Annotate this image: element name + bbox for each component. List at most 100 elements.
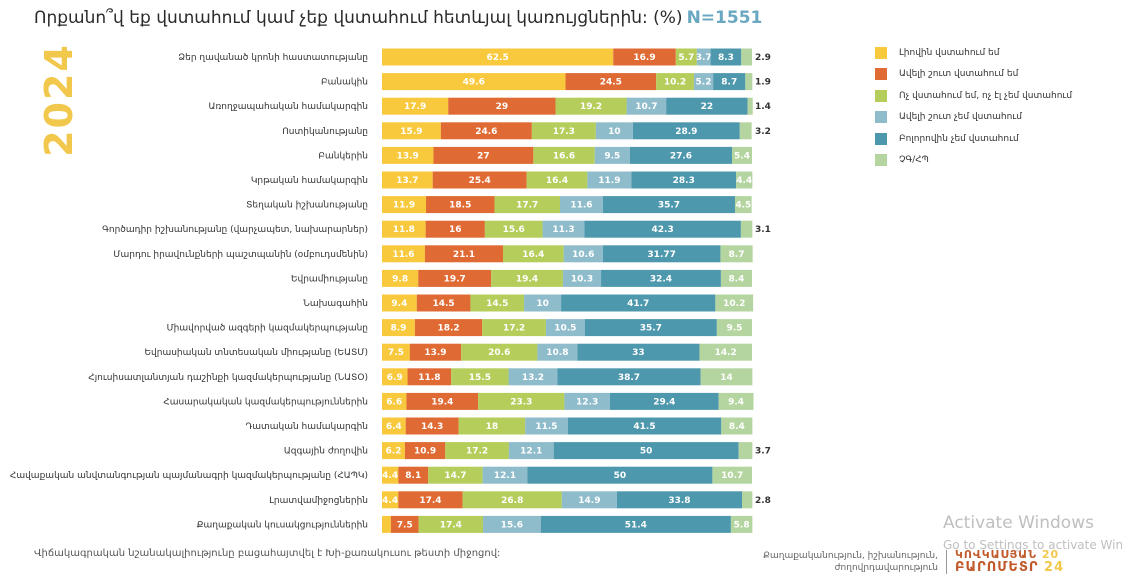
legend-swatch xyxy=(875,89,887,102)
data-label: 8.3 xyxy=(718,53,734,63)
data-label: 5.7 xyxy=(678,53,694,63)
data-label: 10.7 xyxy=(721,471,743,481)
data-label: 8.7 xyxy=(729,250,745,260)
category-label: Կրթական համակարգին xyxy=(251,176,368,186)
data-label: 28.3 xyxy=(673,176,695,186)
data-label: 10.2 xyxy=(664,78,686,88)
bar-segment xyxy=(382,491,399,509)
bar-segment xyxy=(382,294,417,312)
bar-segment xyxy=(632,122,740,140)
bar-segment xyxy=(508,442,554,460)
category-label: Հավաքական անվտանգության պայմանագրի կազմա… xyxy=(10,471,368,481)
data-label: 18.2 xyxy=(437,324,459,334)
category-label: Միավորված ազգերի կազմակերպությանը xyxy=(167,324,368,334)
data-label: 18.5 xyxy=(449,201,471,211)
legend-label: Ոչ վստահում եմ, ոչ էլ չեմ վստահում xyxy=(899,90,1073,101)
bar-segment xyxy=(382,417,406,435)
data-label: 24.5 xyxy=(600,78,622,88)
bar-segment xyxy=(382,466,399,484)
bar-segment xyxy=(720,245,753,263)
bar-segment xyxy=(382,97,449,115)
data-label: 15.6 xyxy=(503,225,525,235)
brand-logo: ԿՈՎԿԱՍՅԱՆ 20 ԲԱՐՈՄԵՏՐ 24 xyxy=(955,548,1064,574)
category-label: Ձեր ղավանած կրոնի հաստատությանը xyxy=(178,53,368,63)
data-label: 15.5 xyxy=(469,373,491,383)
data-label: 26.8 xyxy=(501,496,523,506)
data-label: 10 xyxy=(608,127,621,137)
bar-segment xyxy=(404,442,446,460)
bar-segment xyxy=(718,392,754,410)
bar-segment xyxy=(526,171,588,189)
data-label: 14.3 xyxy=(421,422,443,432)
data-label: 16.9 xyxy=(633,53,655,63)
bar-segment xyxy=(418,269,492,287)
bar-segment xyxy=(524,294,562,312)
data-label: 27 xyxy=(477,151,490,161)
data-label: 6.9 xyxy=(387,373,403,383)
data-label: 2.9 xyxy=(755,53,771,63)
bar-segment xyxy=(448,97,556,115)
data-label: 31.77 xyxy=(647,250,675,260)
chart-title: Որքանո՞վ եք վստահում կամ չեք վստահում հե… xyxy=(34,8,763,28)
bar-segment xyxy=(561,491,617,509)
bar-segment xyxy=(382,48,614,66)
data-label: 3.7 xyxy=(696,53,712,63)
data-label: 4.4 xyxy=(382,471,398,481)
data-label: 12.3 xyxy=(576,397,598,407)
legend-label: Բոլորովին չեմ վստահում xyxy=(899,133,1019,144)
bar-segment xyxy=(398,491,463,509)
bar-segment xyxy=(699,343,752,361)
bar-segment xyxy=(382,220,426,238)
data-label: 21.1 xyxy=(453,250,475,260)
data-label: 14.5 xyxy=(486,299,508,309)
data-label: 2.8 xyxy=(755,496,771,506)
footer-note: Վիճակագրական նշանակալիությունը բացահայտվ… xyxy=(34,548,501,559)
bar-segment xyxy=(398,466,429,484)
bar-segment xyxy=(494,196,560,214)
data-label: 8.1 xyxy=(405,471,421,481)
bar-segment xyxy=(747,97,753,115)
bar-segment xyxy=(428,466,483,484)
data-label: 7.5 xyxy=(397,520,413,530)
data-label: 14.9 xyxy=(578,496,600,506)
legend-item: Ոչ վստահում եմ, ոչ էլ չեմ վստահում xyxy=(875,85,1072,107)
legend-swatch xyxy=(875,154,887,167)
data-label: 5.2 xyxy=(696,78,712,88)
bar-segment xyxy=(565,73,657,91)
bar-segment xyxy=(461,343,538,361)
activation-watermark: Activate Windows Go to Settings to activ… xyxy=(943,512,1122,556)
data-label: 11.9 xyxy=(393,201,415,211)
data-label: 17.2 xyxy=(503,324,525,334)
bar-segment xyxy=(407,368,452,386)
data-label: 38.7 xyxy=(618,373,640,383)
data-label: 41.5 xyxy=(633,422,655,432)
bar-segment xyxy=(675,48,697,66)
data-label: 6.2 xyxy=(385,447,401,457)
data-label: 13.9 xyxy=(397,151,419,161)
bar-segment xyxy=(545,319,585,337)
brand-line2: ԲԱՐՈՄԵՏՐ xyxy=(955,560,1039,575)
legend-item: Լիովին վստահում եմ xyxy=(875,42,1072,64)
bar-segment xyxy=(382,319,415,337)
legend-swatch xyxy=(875,132,887,145)
bar-segment xyxy=(734,196,752,214)
data-label: 28.9 xyxy=(675,127,697,137)
bar-segment xyxy=(564,392,610,410)
chart-legend: Լիովին վստահում եմ Ավելի շուտ վստահում եմ… xyxy=(875,42,1072,171)
bar-segment xyxy=(613,48,676,66)
category-label: Ազգային ժողովին xyxy=(284,447,368,457)
bar-segment xyxy=(533,146,595,164)
data-label: 16 xyxy=(449,225,462,235)
bar-segment xyxy=(508,368,558,386)
bar-segment xyxy=(626,97,667,115)
category-label: Եվրասիական տնտեսական միությանը (ԵԱՏՄ) xyxy=(144,348,368,358)
legend-label: Ավելի շուտ վստահում եմ xyxy=(899,69,1019,80)
bar-segment xyxy=(440,122,532,140)
data-label: 16.4 xyxy=(522,250,544,260)
category-label: Քաղաքական կուսակցություններին xyxy=(197,520,368,530)
bar-segment xyxy=(561,294,716,312)
data-label: 10.8 xyxy=(546,348,568,358)
bar-segment xyxy=(553,442,739,460)
bar-segment xyxy=(390,515,419,533)
bar-segment xyxy=(540,515,731,533)
